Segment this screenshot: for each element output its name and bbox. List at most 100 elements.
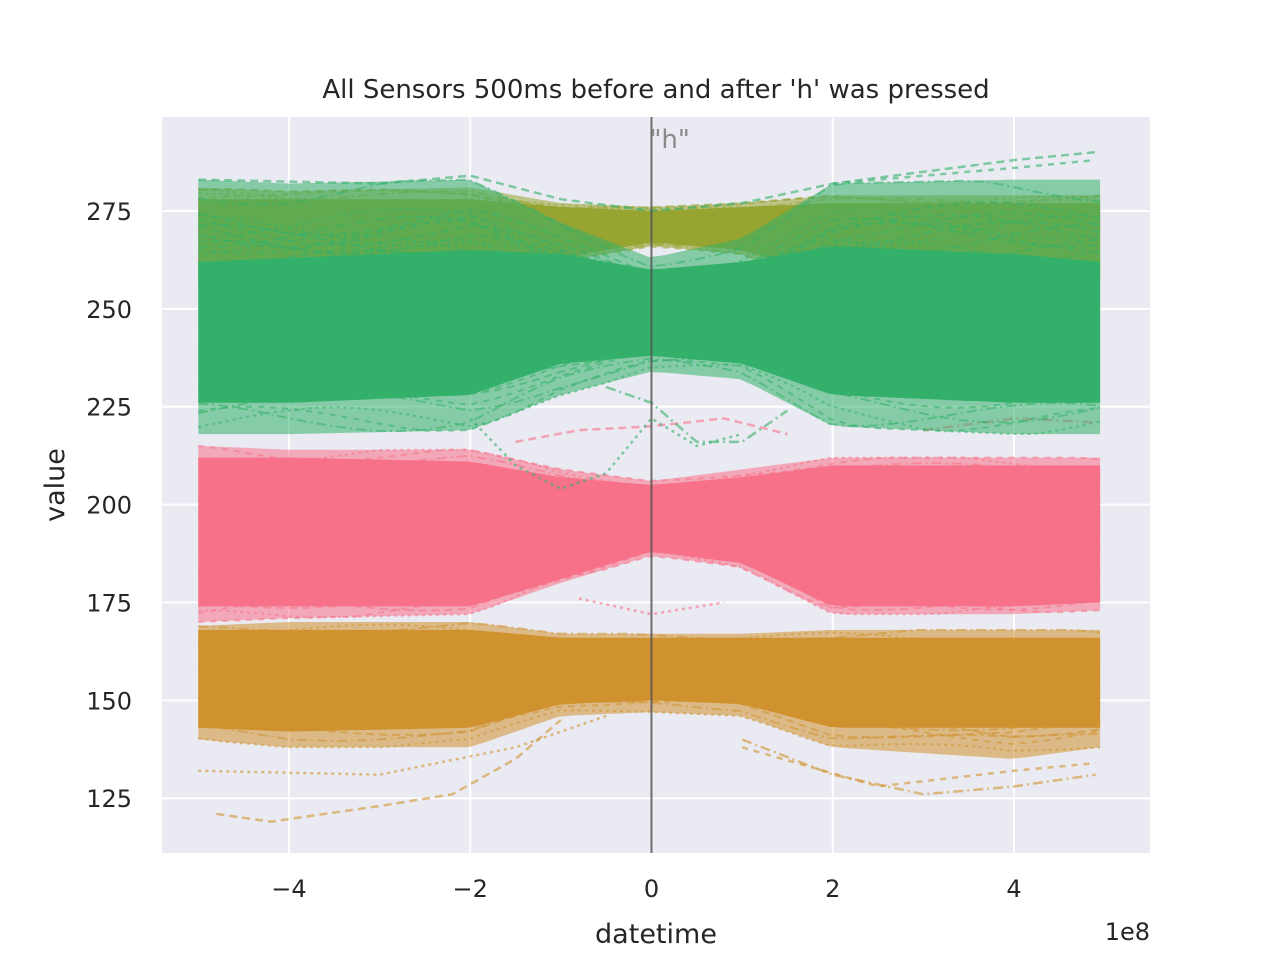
y-tick-label: 225	[86, 394, 132, 422]
series-trace	[198, 329, 1101, 369]
series-trace	[198, 336, 1101, 378]
outlier-trace	[198, 150, 1096, 213]
y-tick-label: 150	[86, 687, 132, 715]
series-trace	[198, 211, 1101, 278]
series-trace	[198, 533, 1101, 578]
y-tick-label: 175	[86, 589, 132, 617]
x-tick-label: −2	[452, 875, 487, 903]
x-tick-label: −4	[271, 875, 306, 903]
series-trace	[198, 215, 1101, 289]
series-trace	[198, 555, 1101, 623]
outlier-trace	[605, 385, 789, 444]
series-trace	[198, 541, 1101, 593]
series-trace	[198, 518, 1101, 549]
series-trace	[198, 239, 1101, 286]
x-tick-label: 0	[644, 875, 659, 903]
series-trace	[198, 526, 1101, 571]
series-trace	[198, 498, 1101, 523]
series-trace	[198, 444, 1101, 482]
series-trace	[198, 268, 1101, 309]
series-trace	[198, 709, 1101, 752]
series-trace	[198, 341, 1101, 397]
series-trace	[198, 343, 1101, 402]
y-tick-label: 250	[86, 296, 132, 324]
series-trace	[198, 259, 1101, 306]
series-trace	[198, 491, 1101, 518]
series-trace	[198, 220, 1101, 281]
series-trace	[198, 538, 1101, 584]
series-trace	[198, 454, 1101, 492]
series-trace	[198, 698, 1101, 745]
series-trace	[198, 336, 1101, 388]
y-tick-label: 200	[86, 492, 132, 520]
series-trace	[198, 347, 1101, 409]
series-trace	[198, 674, 1101, 711]
series-trace	[198, 487, 1101, 514]
series-trace	[198, 471, 1101, 501]
series-trace	[198, 547, 1101, 608]
series-trace	[198, 673, 1101, 710]
series-trace	[198, 214, 1101, 275]
series-trace	[198, 359, 1101, 433]
series-trace	[198, 331, 1101, 376]
outlier-trace	[741, 738, 1096, 796]
series-trace	[198, 220, 1101, 291]
series-trace	[198, 506, 1101, 532]
series-trace	[198, 294, 1101, 330]
series-trace	[198, 679, 1101, 709]
series-group	[198, 417, 1101, 623]
series-trace	[198, 364, 1101, 436]
event-annotation: "h"	[649, 125, 689, 155]
series-trace	[198, 550, 1101, 619]
series-trace	[198, 700, 1101, 742]
series-group	[198, 622, 1101, 823]
series-trace	[198, 514, 1101, 543]
outlier-trace	[832, 158, 1096, 185]
x-tick-label: 2	[825, 875, 840, 903]
outlier-trace	[469, 416, 743, 491]
series-group	[198, 150, 1101, 491]
series-trace	[198, 505, 1101, 529]
series-trace	[198, 448, 1101, 489]
series-trace	[198, 238, 1101, 300]
series-trace	[198, 540, 1101, 595]
series-trace	[198, 356, 1101, 424]
outlier-trace	[741, 746, 1096, 788]
series-trace	[198, 239, 1101, 284]
series-trace	[198, 698, 1101, 738]
series-trace	[198, 295, 1101, 330]
series-trace	[198, 357, 1101, 433]
series-trace	[198, 687, 1101, 732]
y-axis-label: value	[40, 448, 71, 522]
series-trace	[198, 525, 1101, 569]
event-marker-layer: "h"	[649, 117, 690, 853]
series-trace	[198, 207, 1101, 284]
series-trace	[198, 685, 1101, 723]
series-trace	[198, 677, 1101, 710]
tick-labels: −4 −2 0 2 4 125 150 175 200 225 250 275	[86, 198, 1021, 903]
series-trace	[198, 324, 1101, 367]
series-trace	[198, 283, 1101, 318]
series-trace	[198, 522, 1101, 560]
x-tick-label: 4	[1006, 875, 1021, 903]
x-axis-offset-label: 1e8	[1105, 918, 1150, 946]
x-axis-label: datetime	[595, 919, 717, 950]
series-trace	[198, 532, 1101, 586]
series-trace	[198, 651, 1101, 675]
y-tick-label: 125	[86, 785, 132, 813]
series-trace	[198, 496, 1101, 517]
series-trace	[198, 542, 1101, 598]
chart-title: All Sensors 500ms before and after 'h' w…	[322, 75, 989, 105]
series-layer	[198, 150, 1101, 823]
series-trace	[198, 684, 1101, 724]
series-trace	[198, 650, 1101, 676]
series-trace	[198, 673, 1101, 700]
series-trace	[198, 661, 1101, 684]
y-tick-label: 275	[86, 198, 132, 226]
series-trace	[198, 536, 1101, 587]
series-trace	[198, 694, 1101, 739]
outlier-trace	[216, 718, 562, 823]
series-trace	[198, 223, 1101, 279]
